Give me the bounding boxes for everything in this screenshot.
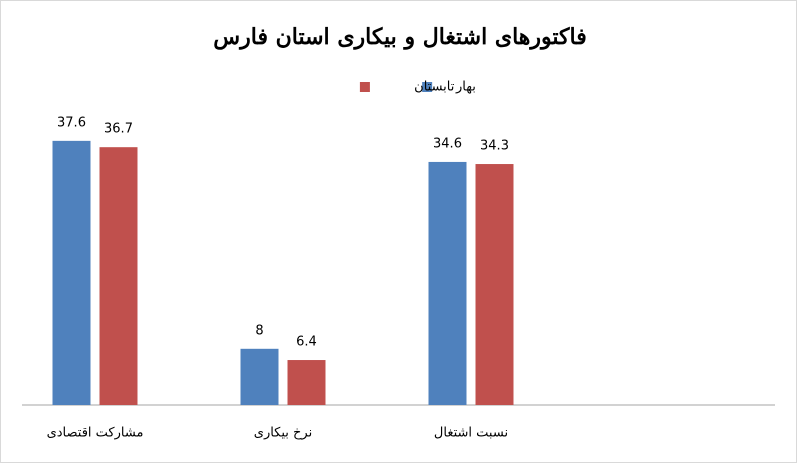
bar bbox=[287, 360, 326, 405]
bar bbox=[99, 147, 138, 405]
bar bbox=[52, 140, 91, 406]
value-label: 37.6 bbox=[57, 115, 86, 130]
x-tick-label: نسبت اشتغال bbox=[434, 426, 508, 441]
value-label: 34.6 bbox=[433, 136, 462, 151]
bar bbox=[240, 348, 279, 405]
x-tick-label: نرخ بیکاری bbox=[254, 426, 312, 441]
chart-title: فاکتورهای اشتغال و بیکاری استان فارس bbox=[213, 24, 586, 50]
value-label: 34.3 bbox=[480, 139, 509, 154]
value-label: 36.7 bbox=[104, 122, 133, 137]
x-tick-label: مشارکت اقتصادی bbox=[47, 426, 144, 441]
legend-label: بهار bbox=[455, 80, 476, 95]
legend-label: تابستان bbox=[414, 80, 455, 95]
value-label: 6.4 bbox=[296, 335, 317, 350]
bar bbox=[475, 164, 514, 405]
legend-swatch bbox=[359, 82, 370, 92]
bar bbox=[428, 161, 467, 405]
legend-swatch bbox=[422, 82, 433, 92]
value-label: 8 bbox=[255, 323, 263, 338]
